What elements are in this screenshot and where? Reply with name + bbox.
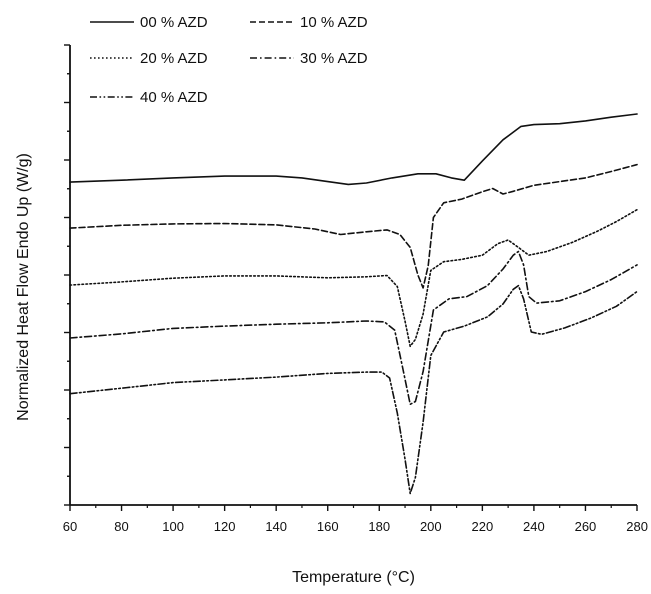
x-tick-label: 260 (575, 519, 597, 534)
series-line-30-azd (69, 250, 638, 406)
legend-label-10-azd: 10 % AZD (300, 14, 368, 31)
series-line-10-azd (69, 163, 638, 289)
legend-label-40-azd: 40 % AZD (140, 89, 208, 106)
x-ticks: 60 80 100 120 140 160 180 200 220 240 260 280 (63, 505, 648, 534)
x-tick-label: 240 (523, 519, 545, 534)
x-tick-label: 60 (63, 519, 77, 534)
legend: 00 % AZD 10 % AZD 20 % AZD 30 % AZD 40 % AZD (90, 14, 368, 106)
x-tick-label: 280 (626, 519, 648, 534)
x-tick-label: 120 (214, 519, 236, 534)
y-ticks (64, 44, 70, 506)
series-layer (69, 113, 638, 495)
x-axis-title: Temperature (°C) (292, 569, 415, 586)
series-line-00-azd (69, 113, 638, 186)
x-tick-label: 160 (317, 519, 339, 534)
series-line-40-azd (69, 284, 638, 495)
y-axis-title: Normalized Heat Flow Endo Up (W/g) (15, 153, 32, 421)
legend-label-20-azd: 20 % AZD (140, 50, 208, 67)
series-line-20-azd (69, 208, 638, 348)
x-tick-label: 100 (162, 519, 184, 534)
legend-label-30-azd: 30 % AZD (300, 50, 368, 67)
x-tick-label: 180 (368, 519, 390, 534)
x-tick-label: 220 (472, 519, 494, 534)
x-tick-label: 200 (420, 519, 442, 534)
x-tick-label: 140 (265, 519, 287, 534)
plot-frame (69, 45, 637, 506)
legend-label-00-azd: 00 % AZD (140, 14, 208, 31)
x-tick-label: 80 (114, 519, 128, 534)
